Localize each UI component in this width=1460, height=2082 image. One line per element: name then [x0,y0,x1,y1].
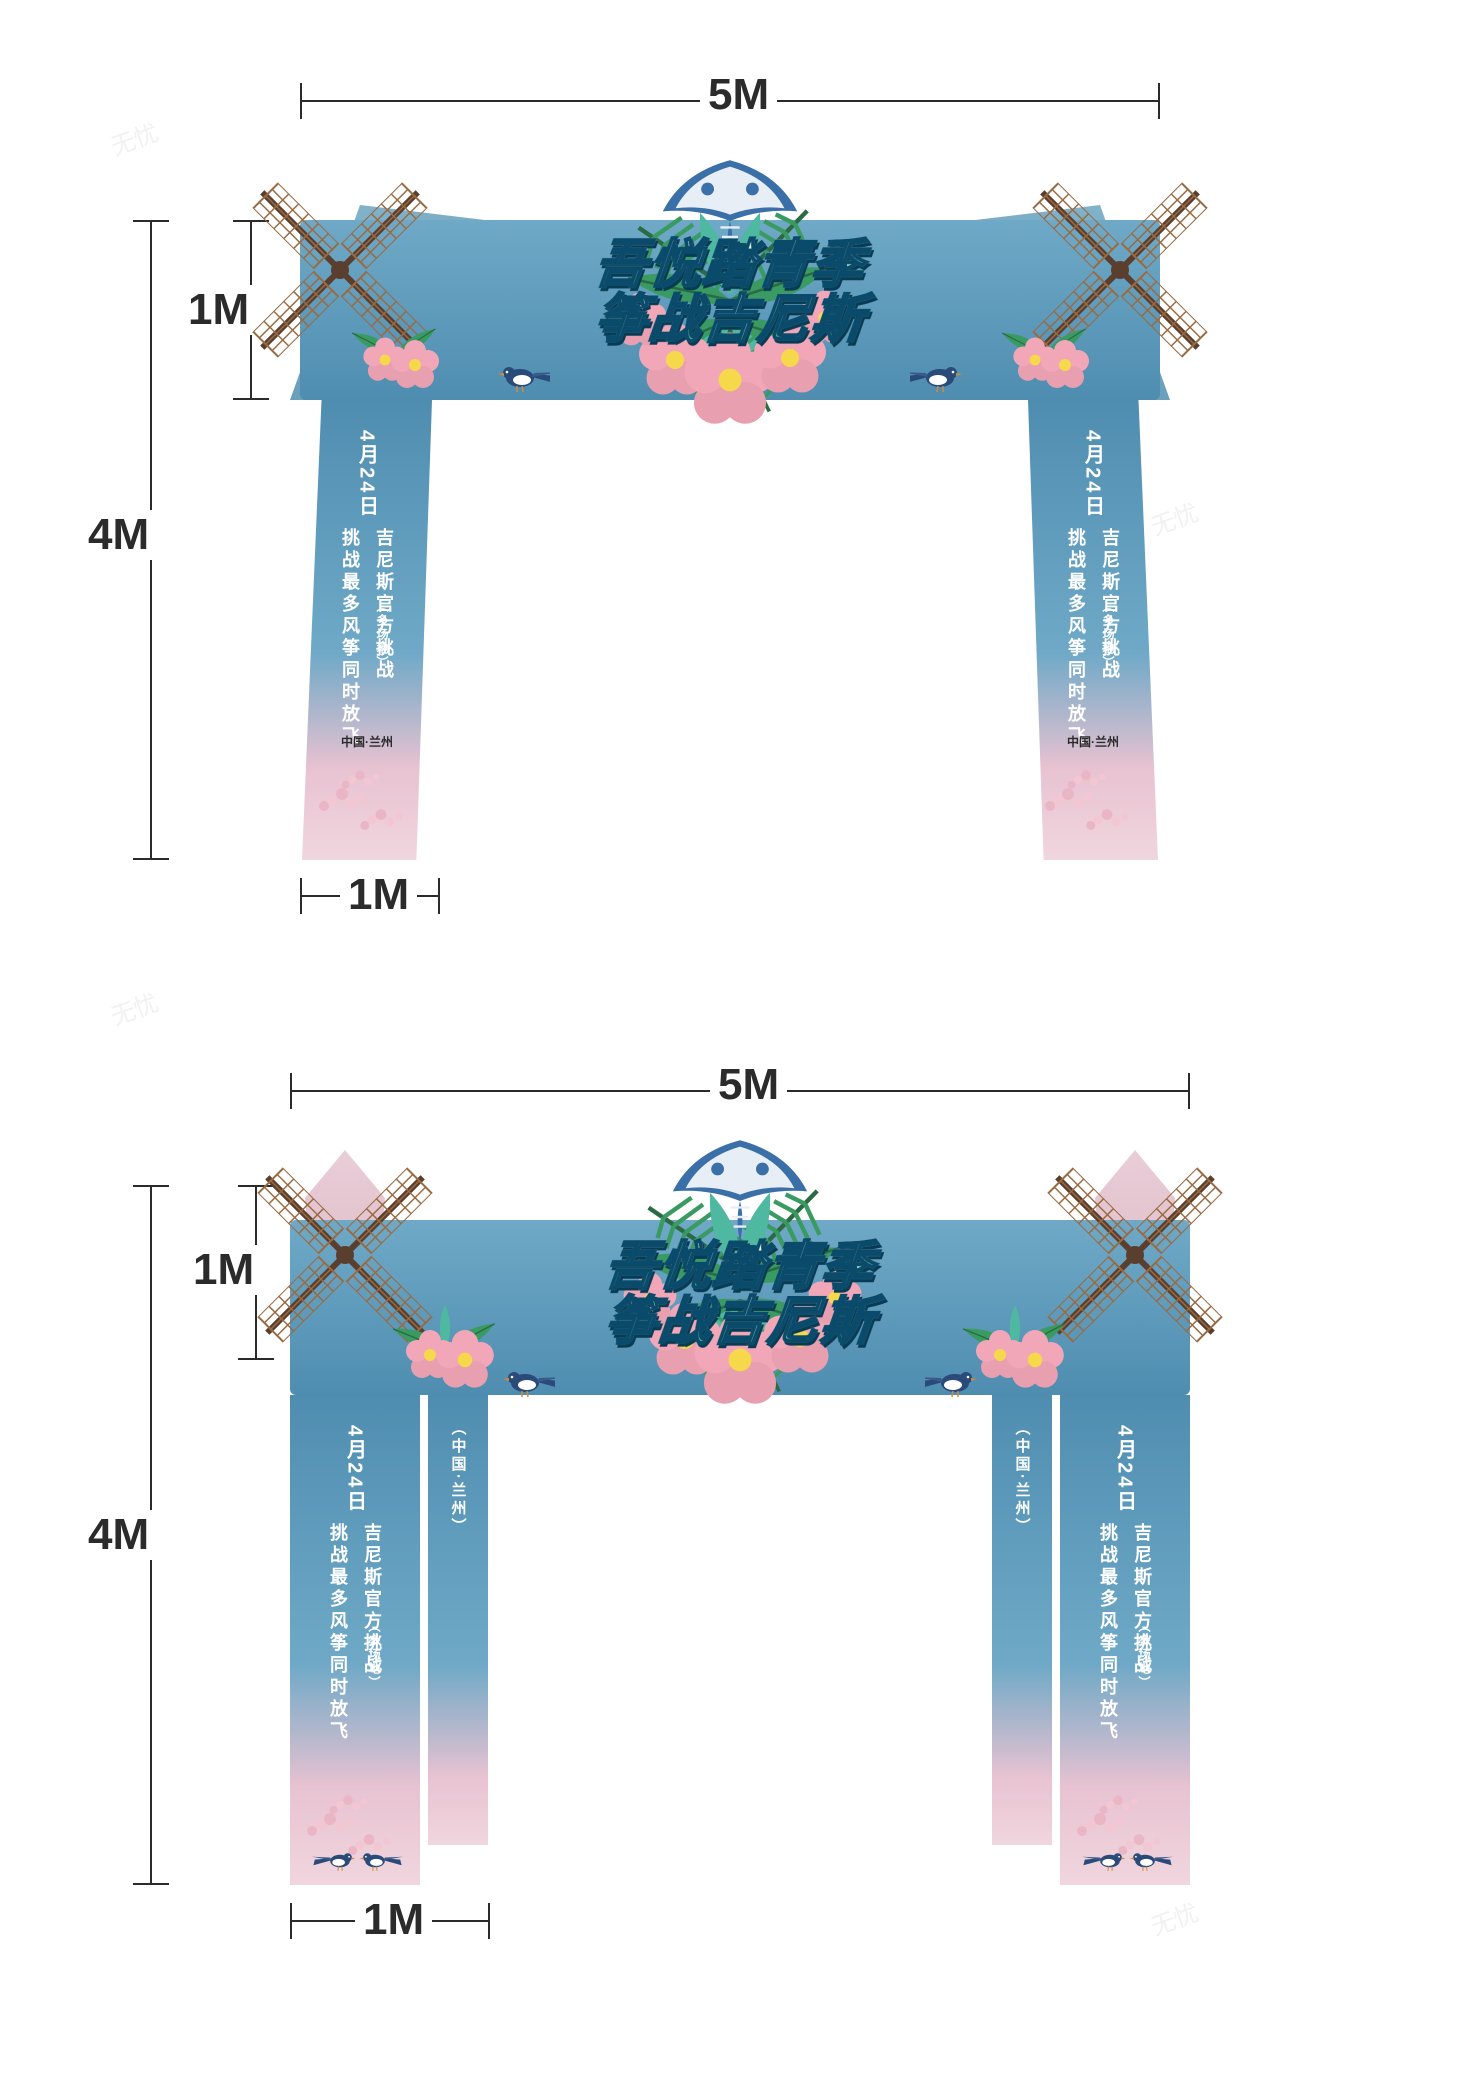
blossom-decoration [302,760,432,860]
dim-pillar-width-label: 1M [340,870,417,920]
challenge-sub: （多场地） [366,1620,383,1690]
event-title-line2: 筝战吉尼斯 [497,293,963,348]
windmill-hub-icon [336,1246,354,1264]
event-date: 4月24日 [353,430,382,518]
challenge-sub: （多场地） [1100,600,1117,670]
location-vertical: （中国·兰州） [1012,1420,1033,1536]
bird-right-icon [910,360,990,400]
title-stack: 吾悦踏青季 筝战吉尼斯 [510,1240,970,1349]
dim-top-width-label: 5M [710,1060,787,1110]
pillar-right-narrow: （中国·兰州） [992,1395,1052,1845]
pillar-left-narrow: （中国·兰州） [428,1395,488,1845]
challenge-text-2: 挑战最多风筝同时放飞 [337,528,363,748]
event-date: 4月24日 [341,1425,370,1513]
title-stack: 吾悦踏青季 筝战吉尼斯 [500,238,960,347]
event-title-line1: 吾悦踏青季 [507,1240,973,1295]
challenge-sub: （多场地） [374,600,391,670]
corner-flowers-left [350,315,470,405]
dim-pillar-width-label: 1M [355,1895,432,1945]
archway-2: 4月24日 挑战最多风筝同时放飞 吉尼斯官方挑战 （多场地） （中国·兰州） 4… [290,1185,1190,1885]
challenge-sub: （多场地） [1136,1620,1153,1690]
event-title-line1: 吾悦踏青季 [497,238,963,293]
windmill-hub-icon [1126,1246,1144,1264]
dim-total-height-label: 4M [80,510,157,560]
arch-design-variant-2: 5M 4M 1M 1M 4月24日 挑战最多风筝同时放飞 吉尼斯官方挑战 （多场… [0,1050,1460,1960]
bird-perched-icon [310,1847,360,1877]
bird-perched-icon [1125,1847,1175,1877]
location-vertical: （中国·兰州） [448,1420,469,1536]
corner-flowers-right [990,315,1110,405]
event-location: 中国·兰州 [341,733,393,750]
challenge-text-2: 挑战最多风筝同时放飞 [325,1523,351,1743]
archway-1: 4月24日 挑战最多风筝同时放飞 吉尼斯官方挑战 （多场地） 中国·兰州 4月2… [300,220,1160,860]
bird-perched-icon [355,1847,405,1877]
windmill-hub-icon [331,261,349,279]
windmill-hub-icon [1111,261,1129,279]
arch-design-variant-1: 5M 4M 1M 1M 4月24日 挑战最多风筝同时放飞 吉尼斯官方挑战 （多场… [0,60,1460,920]
pillar-left: 4月24日 挑战最多风筝同时放飞 吉尼斯官方挑战 （多场地） 中国·兰州 [302,400,432,860]
bird-perched-icon [1080,1847,1130,1877]
event-date: 4月24日 [1079,430,1108,518]
blossom-decoration [1028,760,1158,860]
bird-left-icon [470,360,550,400]
pillar-left-wide: 4月24日 挑战最多风筝同时放飞 吉尼斯官方挑战 （多场地） [290,1395,420,1885]
pillar-right: 4月24日 挑战最多风筝同时放飞 吉尼斯官方挑战 （多场地） 中国·兰州 [1028,400,1158,860]
event-title-line2: 筝战吉尼斯 [507,1295,973,1350]
challenge-text-2: 挑战最多风筝同时放飞 [1095,1523,1121,1743]
event-date: 4月24日 [1111,1425,1140,1513]
event-location: 中国·兰州 [1067,733,1119,750]
dim-total-height-label: 4M [80,1510,157,1560]
corner-flowers-right [950,1305,1090,1405]
corner-flowers-left [390,1305,530,1405]
pillar-right-wide: 4月24日 挑战最多风筝同时放飞 吉尼斯官方挑战 （多场地） [1060,1395,1190,1885]
challenge-text-2: 挑战最多风筝同时放飞 [1063,528,1089,748]
watermark: 无忧 [105,983,162,1032]
dim-top-width-label: 5M [700,70,777,120]
